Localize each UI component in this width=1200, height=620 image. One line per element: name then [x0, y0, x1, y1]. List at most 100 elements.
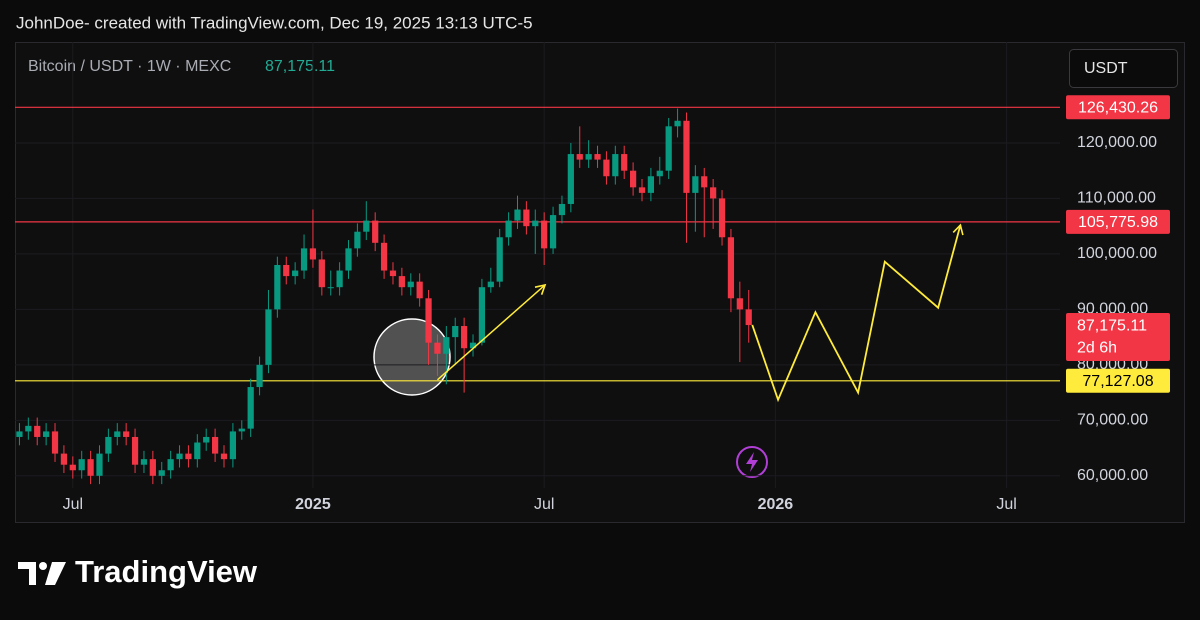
- candle-body: [354, 231, 361, 249]
- x-tick-label: 2025: [295, 496, 331, 513]
- candle-body: [283, 265, 290, 277]
- candle-body: [710, 187, 717, 199]
- y-tick-label: 60,000.00: [1077, 467, 1148, 484]
- candle-body: [203, 436, 210, 443]
- candle-body: [718, 198, 726, 238]
- logo-mark: [18, 562, 36, 585]
- currency-button[interactable]: [1069, 49, 1178, 88]
- level-price-label: 126,430.26: [1078, 100, 1158, 117]
- x-tick-label: Jul: [996, 496, 1016, 513]
- level-price-label: 105,775.98: [1078, 214, 1158, 231]
- level-price-box: [1066, 368, 1170, 393]
- y-tick-label: 110,000.00: [1077, 190, 1156, 207]
- candle-body: [612, 154, 619, 177]
- event-icon[interactable]: [736, 446, 768, 478]
- candle-body: [656, 170, 663, 177]
- candle-body: [363, 220, 370, 232]
- candle-body: [274, 265, 281, 310]
- candle-body: [469, 342, 477, 349]
- candle-body: [398, 276, 405, 288]
- header-price: 87,175.11: [265, 58, 335, 75]
- event-icon-bolt[interactable]: [746, 452, 758, 472]
- chart-pane: [15, 42, 1185, 523]
- candle-body: [16, 431, 23, 437]
- y-tick-label: 70,000.00: [1077, 412, 1148, 429]
- candle-body: [123, 431, 130, 437]
- y-tick-label: 100,000.00: [1077, 245, 1157, 262]
- candle-body: [558, 203, 566, 216]
- candle-body: [674, 120, 681, 127]
- candle-body: [131, 436, 139, 465]
- brand: TradingView: [75, 554, 258, 589]
- level-price-box: [1066, 209, 1170, 234]
- x-tick-label: Jul: [534, 496, 554, 513]
- candle-body: [496, 237, 503, 282]
- candle-body: [194, 442, 201, 460]
- candle-body: [229, 431, 237, 460]
- candle-body: [629, 170, 637, 188]
- currency-label[interactable]: USDT: [1084, 60, 1128, 77]
- y-tick-label: 120,000.00: [1077, 134, 1157, 151]
- attribution: JohnDoe- created with TradingView.com, D…: [16, 13, 533, 32]
- candle-body: [25, 425, 32, 432]
- candle-body: [487, 281, 494, 288]
- candle-body: [345, 248, 352, 271]
- candle-body: [256, 364, 263, 388]
- candle-body: [176, 453, 183, 460]
- candle-body: [541, 220, 548, 249]
- candle-body: [523, 209, 530, 227]
- candle-body: [292, 270, 299, 277]
- candle-body: [300, 248, 308, 271]
- trend-arrow: [436, 283, 547, 381]
- candle-body: [140, 459, 148, 465]
- event-icon-ring[interactable]: [736, 446, 768, 478]
- candle-body: [638, 187, 646, 193]
- candle-body: [549, 215, 557, 249]
- candle-body: [683, 120, 690, 193]
- candle-body: [114, 431, 121, 437]
- candle-body: [736, 298, 743, 310]
- candle-body: [603, 159, 610, 177]
- candle-body: [336, 270, 343, 288]
- candle-body: [745, 309, 752, 326]
- highlight-circle: [373, 318, 451, 396]
- candle-body: [621, 154, 628, 171]
- projection-path: [751, 223, 964, 403]
- candle-body: [87, 459, 94, 476]
- candle-body: [576, 154, 583, 160]
- candle-body: [43, 431, 50, 437]
- plot-area: [15, 106, 1060, 485]
- level-price-label: 77,127.08: [1082, 373, 1153, 390]
- candle-body: [452, 326, 459, 338]
- candle-body: [149, 459, 156, 476]
- candle-body: [567, 154, 574, 204]
- countdown-label: 2d 6h: [1077, 339, 1117, 356]
- candle-body: [416, 281, 423, 299]
- candle-body: [505, 220, 512, 238]
- candle-body: [443, 337, 450, 354]
- x-tick-label: Jul: [63, 496, 83, 513]
- candle-body: [96, 453, 103, 476]
- candle-body: [461, 326, 468, 349]
- candle-body: [380, 242, 388, 271]
- candle-body: [425, 298, 432, 343]
- candle-body: [434, 342, 441, 354]
- candle-body: [514, 209, 521, 221]
- logo-mark-slash: [45, 562, 66, 585]
- candle-body: [407, 281, 414, 288]
- candle-body: [665, 126, 672, 171]
- candle-body: [532, 220, 539, 227]
- candle-body: [185, 453, 192, 460]
- candle-body: [265, 309, 272, 365]
- last-price-box: [1066, 313, 1170, 362]
- candle-body: [69, 464, 76, 471]
- candle-body: [327, 287, 334, 289]
- candle-body: [389, 270, 397, 277]
- candle-body: [211, 436, 219, 454]
- candle-body: [60, 453, 68, 465]
- candle-body: [309, 248, 317, 260]
- last-price-label: 87,175.11: [1077, 317, 1147, 334]
- candle-body: [318, 259, 325, 288]
